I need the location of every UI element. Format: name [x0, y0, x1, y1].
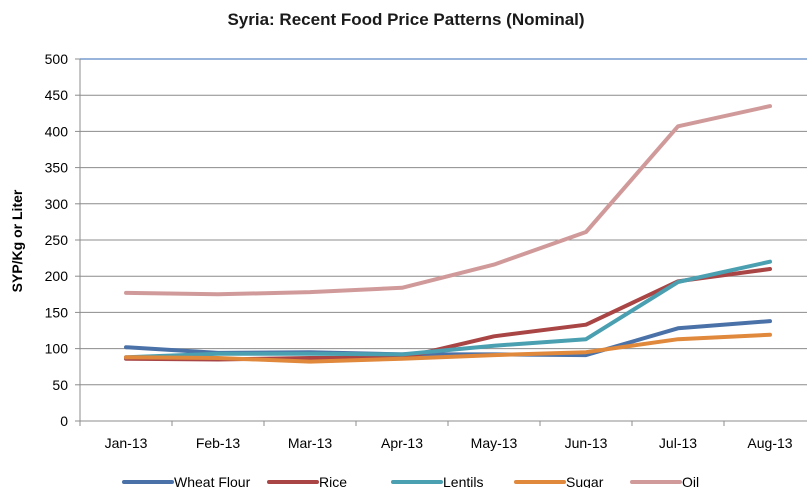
y-tick-label: 450: [45, 87, 69, 103]
y-tick-label: 250: [45, 232, 69, 248]
y-tick-label: 300: [45, 196, 69, 212]
series-line-sugar: [124, 332, 772, 364]
series-line-oil: [124, 104, 772, 297]
legend-label: Lentils: [443, 474, 483, 488]
legend-label: Wheat Flour: [174, 474, 251, 488]
x-tick-label: Aug-13: [747, 435, 792, 451]
x-tick-label: Jul-13: [659, 435, 697, 451]
y-tick-label: 350: [45, 160, 69, 176]
legend-label: Sugar: [566, 474, 604, 488]
y-tick-label: 500: [45, 51, 69, 67]
x-tick-label: Feb-13: [196, 435, 241, 451]
chart-title: Syria: Recent Food Price Patterns (Nomin…: [227, 10, 584, 29]
y-tick-label: 0: [60, 413, 68, 429]
x-tick-label: Apr-13: [381, 435, 423, 451]
x-tick-label: May-13: [471, 435, 518, 451]
x-tick-label: Mar-13: [288, 435, 333, 451]
x-tick-label: Jan-13: [105, 435, 148, 451]
series-line-lentils: [124, 259, 772, 360]
series-lines: [124, 104, 772, 364]
y-tick-label: 50: [52, 377, 68, 393]
y-axis-title: SYP/Kg or Liter: [9, 189, 25, 292]
y-tick-label: 100: [45, 341, 69, 357]
axes: [75, 58, 807, 426]
y-tick-label: 150: [45, 304, 69, 320]
legend-label: Rice: [319, 474, 347, 488]
legend: Wheat Flour Rice Lentils Sugar Oil: [122, 474, 699, 488]
y-tick-label: 200: [45, 268, 69, 284]
gridlines: [80, 94, 807, 386]
legend-label: Oil: [682, 474, 699, 488]
y-tick-label: 400: [45, 123, 69, 139]
x-tick-label: Jun-13: [565, 435, 608, 451]
tick-labels: 0 50 100 150 200 250 300 350 400 450 500 Jan-13 Feb-…: [45, 51, 793, 451]
